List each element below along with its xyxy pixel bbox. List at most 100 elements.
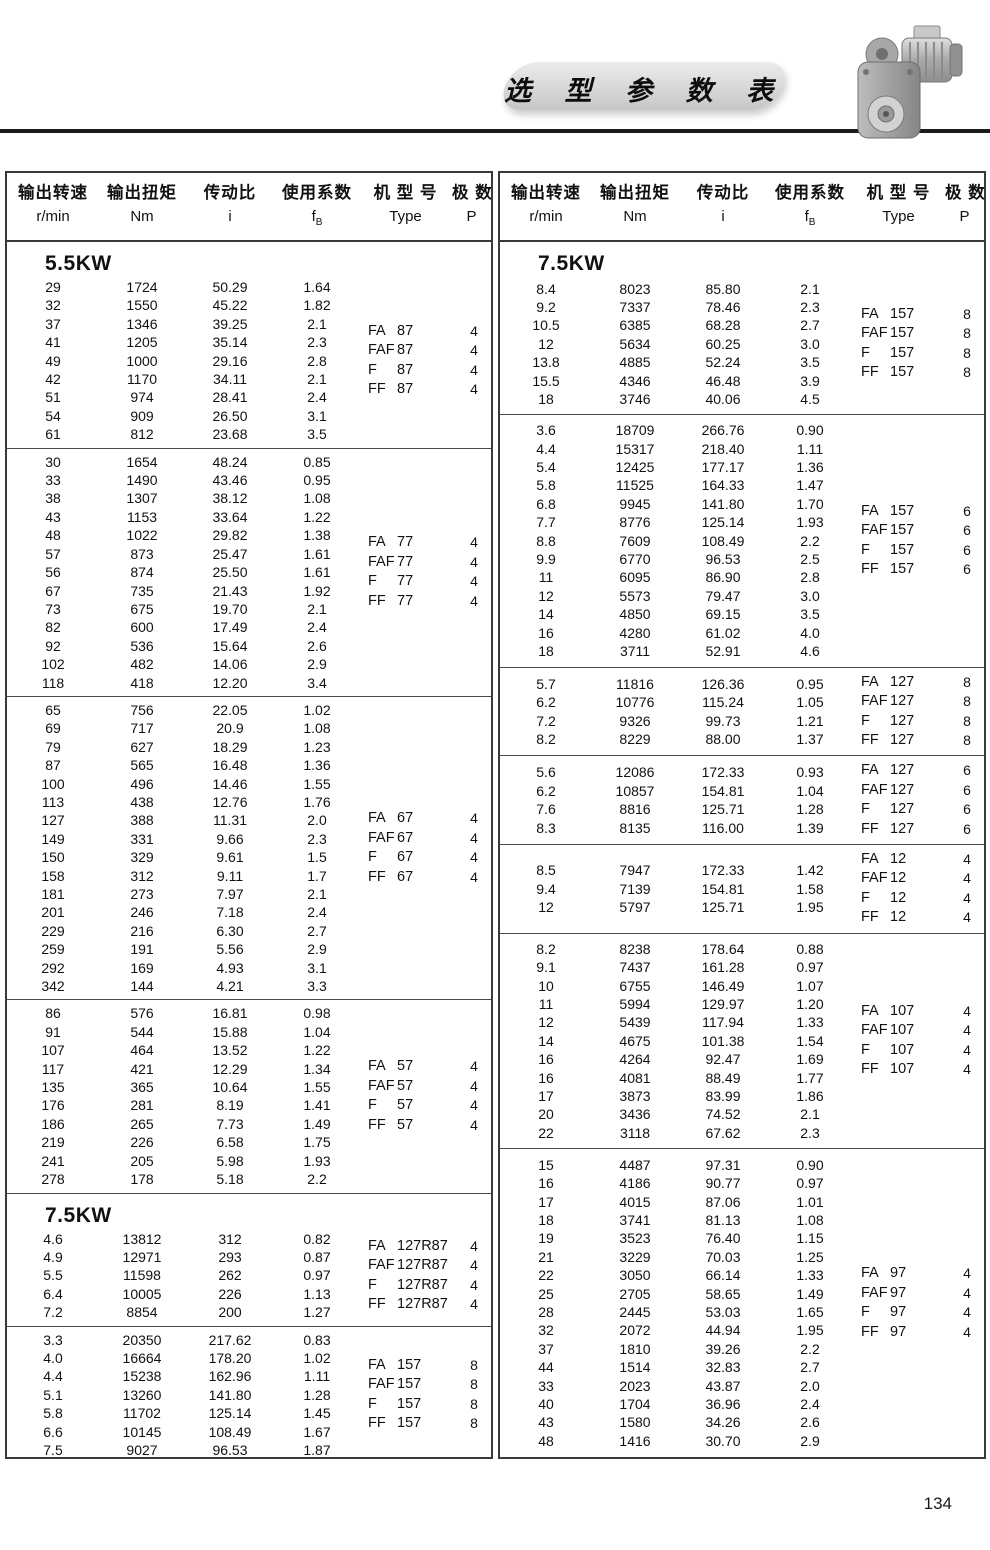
service-factor-value: 1.08 — [796, 1211, 824, 1228]
type-row: FAF 107 4 — [852, 1021, 984, 1041]
poles-value: 6 — [963, 522, 971, 539]
ratio-value: 125.14 — [208, 1405, 252, 1422]
service-factor-value: 1.55 — [303, 775, 331, 792]
speed-value: 57 — [45, 545, 61, 562]
torque-value: 438 — [130, 793, 154, 810]
type-row: FF 157 6 — [852, 560, 984, 580]
service-factor-value: 1.49 — [796, 1285, 824, 1302]
speed-value: 186 — [41, 1115, 65, 1132]
speed-value: 22 — [538, 1267, 554, 1284]
speed-value: 4.0 — [43, 1349, 63, 1366]
type-prefix: F — [368, 361, 377, 378]
table-row: 176 281 8.19 1.41 — [7, 1096, 359, 1114]
speed-value: 8.2 — [536, 730, 556, 747]
service-factor-value: 1.15 — [796, 1230, 824, 1247]
table-row: 4.4 15238 162.96 1.11 — [7, 1367, 359, 1385]
service-factor-value: 1.34 — [303, 1060, 331, 1077]
speed-value: 37 — [45, 315, 61, 332]
data-rows: 4.6 13812 312 0.82 4.9 12971 293 0.87 5.5 11598 26… — [7, 1230, 359, 1322]
service-factor-value: 1.65 — [796, 1304, 824, 1320]
type-size: 107 — [890, 1022, 915, 1039]
type-prefix: FA — [368, 810, 386, 827]
poles-value: 4 — [963, 909, 971, 926]
ratio-value: 12.76 — [212, 793, 248, 810]
type-prefix: FA — [861, 1002, 879, 1019]
service-factor-value: 1.49 — [303, 1115, 331, 1132]
service-factor-value: 2.3 — [800, 298, 820, 315]
type-row: F 127 6 — [852, 800, 984, 820]
ratio-value: 108.49 — [208, 1423, 252, 1440]
type-prefix: F — [368, 573, 377, 590]
poles-value: 8 — [963, 673, 971, 690]
type-row: F 12 4 — [852, 889, 984, 909]
speed-value: 41 — [45, 334, 61, 351]
service-factor-value: 2.4 — [307, 389, 327, 406]
type-prefix: FAF — [861, 1284, 888, 1301]
table-row: 42 1170 34.11 2.1 — [7, 370, 359, 388]
service-factor-value: 3.0 — [800, 335, 820, 352]
col-header-poles: 极 数 — [452, 184, 493, 202]
table-row: 16 4280 61.02 4.0 — [500, 624, 852, 642]
service-factor-value: 2.3 — [800, 1124, 820, 1141]
torque-value: 1416 — [619, 1432, 651, 1449]
power-rating-title: 5.5KW — [45, 252, 112, 275]
torque-value: 974 — [130, 389, 154, 406]
table-row: 8.2 8229 88.00 1.37 — [500, 730, 852, 748]
type-list: FA 97 4 FAF 97 4 F 97 4 FF 97 4 — [852, 1264, 984, 1342]
table-row: 3.6 18709 266.76 0.90 — [500, 421, 852, 439]
ratio-value: 16.81 — [212, 1005, 248, 1022]
torque-value: 1580 — [619, 1414, 651, 1431]
type-row: F 67 4 — [359, 848, 491, 868]
torque-value: 11816 — [616, 675, 654, 692]
type-size: 157 — [890, 541, 915, 558]
type-size: 67 — [397, 849, 414, 866]
torque-value: 600 — [130, 619, 154, 636]
table-row: 87 565 16.48 1.36 — [7, 756, 359, 774]
data-rows: 8.5 7947 172.33 1.42 9.4 7139 154.81 1.58 12 5797… — [500, 861, 852, 916]
torque-value: 4850 — [619, 606, 651, 623]
torque-value: 1514 — [619, 1359, 651, 1376]
ratio-value: 217.62 — [208, 1331, 252, 1348]
speed-value: 181 — [41, 886, 65, 902]
ratio-value: 99.73 — [705, 712, 741, 729]
ratio-value: 177.17 — [701, 459, 745, 476]
torque-value: 331 — [130, 830, 154, 847]
ratio-value: 48.24 — [212, 453, 248, 470]
table-header: 输出转速 输出扭矩 传动比 使用系数 机 型 号 极 数 r/min Nm i … — [7, 173, 493, 242]
poles-value: 8 — [963, 325, 971, 342]
table-row: 8.8 7609 108.49 2.2 — [500, 532, 852, 550]
torque-value: 7947 — [619, 862, 651, 879]
service-factor-value: 2.2 — [307, 1171, 327, 1188]
table-row: 17 4015 87.06 1.01 — [500, 1193, 852, 1211]
table-row: 5.5 11598 262 0.97 — [7, 1266, 359, 1284]
type-prefix: FF — [368, 1116, 386, 1133]
service-factor-value: 1.41 — [303, 1097, 331, 1114]
speed-value: 48 — [45, 527, 61, 544]
data-block: 5.6 12086 172.33 0.93 6.2 10857 154.81 1.04 7.6 8… — [500, 755, 984, 844]
table-row: 33 2023 43.87 2.0 — [500, 1377, 852, 1395]
table-row: 8.4 8023 85.80 2.1 — [500, 280, 852, 298]
torque-value: 2072 — [619, 1322, 651, 1339]
torque-value: 544 — [130, 1023, 154, 1040]
poles-value: 4 — [470, 592, 478, 609]
type-list: FA 157 6 FAF 157 6 F 157 6 FF 157 6 — [852, 502, 984, 580]
table-row: 91 544 15.88 1.04 — [7, 1023, 359, 1041]
poles-value: 6 — [963, 801, 971, 818]
table-row: 17 3873 83.99 1.86 — [500, 1087, 852, 1105]
torque-value: 464 — [130, 1042, 154, 1059]
ratio-value: 262 — [218, 1267, 242, 1284]
table-row: 4.6 13812 312 0.82 — [7, 1230, 359, 1248]
ratio-value: 126.36 — [701, 675, 745, 692]
speed-value: 16 — [538, 624, 554, 641]
service-factor-value: 1.36 — [796, 459, 824, 476]
table-row: 48 1022 29.82 1.38 — [7, 526, 359, 544]
table-row: 292 169 4.93 3.1 — [7, 959, 359, 977]
ratio-value: 20.9 — [216, 720, 244, 737]
type-row: FA 67 4 — [359, 809, 491, 829]
table-row: 11 5994 129.97 1.20 — [500, 995, 852, 1013]
service-factor-value: 0.93 — [796, 764, 824, 781]
data-rows: 3.3 20350 217.62 0.83 4.0 16664 178.20 1.02 4.4 1… — [7, 1331, 359, 1460]
ratio-value: 92.47 — [705, 1051, 741, 1068]
poles-value: 4 — [470, 1077, 478, 1094]
service-factor-value: 1.01 — [796, 1193, 824, 1210]
